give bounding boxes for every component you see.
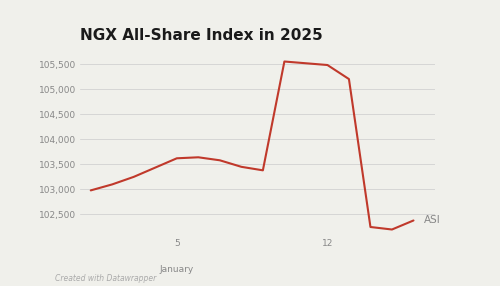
Text: ASI: ASI xyxy=(424,215,441,225)
Text: January: January xyxy=(160,265,194,274)
Text: Created with Datawrapper: Created with Datawrapper xyxy=(55,274,156,283)
Text: NGX All-Share Index in 2025: NGX All-Share Index in 2025 xyxy=(80,28,323,43)
